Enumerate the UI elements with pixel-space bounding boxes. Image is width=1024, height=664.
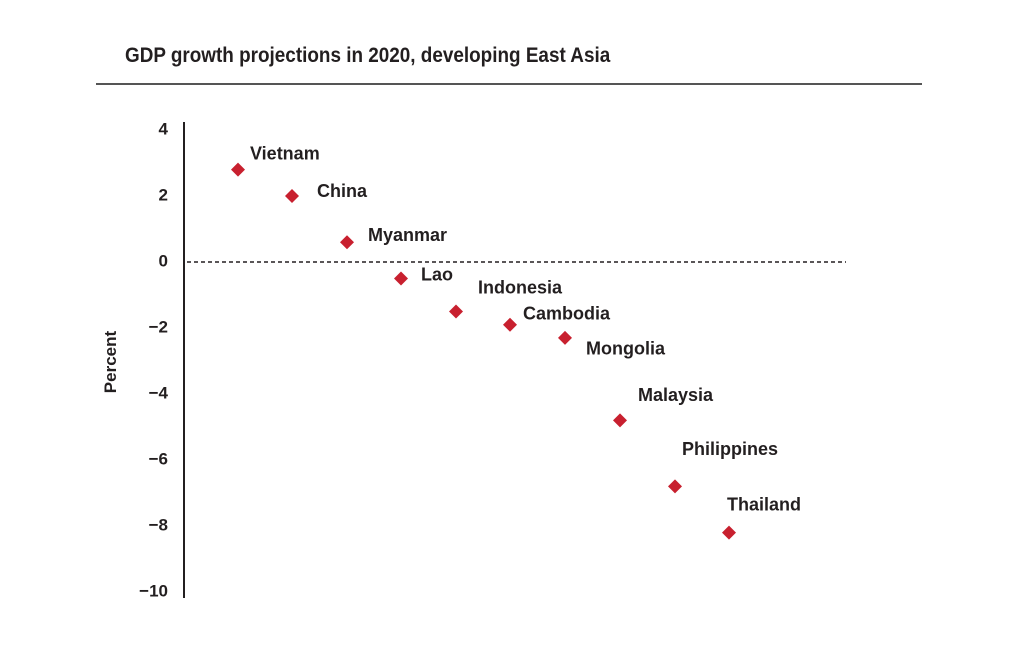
y-axis-label: Percent — [101, 330, 120, 393]
chart-title: GDP growth projections in 2020, developi… — [125, 44, 611, 67]
data-point-mongolia — [558, 330, 572, 345]
data-label: Vietnam — [250, 143, 320, 163]
y-tick-label: −10 — [139, 581, 168, 600]
data-point-indonesia — [449, 304, 463, 319]
data-point-thailand — [722, 525, 736, 540]
data-point-cambodia — [503, 317, 517, 332]
data-label: Indonesia — [478, 277, 563, 297]
y-tick-label: −2 — [149, 317, 168, 336]
data-point-myanmar — [340, 235, 354, 250]
data-label: Lao — [421, 264, 453, 284]
y-tick-label: −8 — [149, 515, 168, 534]
data-label: Malaysia — [638, 385, 714, 405]
y-tick-label: −6 — [149, 449, 168, 468]
data-label: Cambodia — [523, 303, 611, 323]
data-point-philippines — [668, 479, 682, 494]
y-tick-label: −4 — [149, 383, 169, 402]
data-point-vietnam — [231, 162, 245, 177]
data-label: Myanmar — [368, 225, 447, 245]
data-point-china — [285, 189, 299, 203]
data-point-malaysia — [613, 413, 627, 428]
y-tick-label: 4 — [159, 119, 169, 138]
data-label: Mongolia — [586, 339, 666, 359]
title-rule — [96, 83, 922, 85]
data-label: China — [317, 181, 368, 201]
y-tick-label: 2 — [159, 185, 168, 204]
data-point-lao — [394, 271, 408, 286]
data-label: Philippines — [682, 439, 778, 459]
y-tick-label: 0 — [159, 251, 168, 270]
data-label: Thailand — [727, 494, 801, 514]
